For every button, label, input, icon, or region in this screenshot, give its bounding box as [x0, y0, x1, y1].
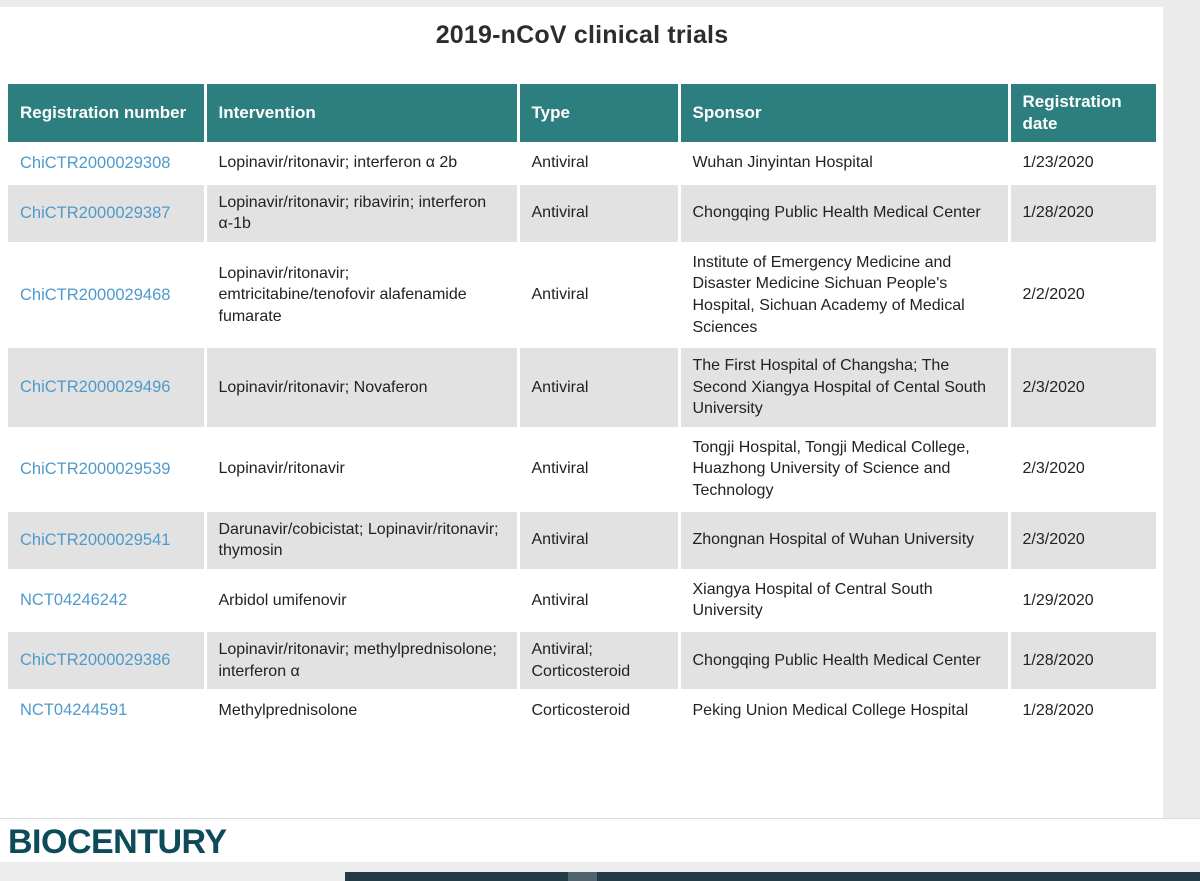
table-header-row: Registration number Intervention Type Sp…: [8, 83, 1156, 144]
intervention-cell: Lopinavir/ritonavir; interferon α 2b: [203, 143, 518, 184]
type-cell: Antiviral: [516, 243, 679, 347]
sponsor-cell: The First Hospital of Changsha; The Seco…: [677, 346, 1009, 429]
registration-number-link[interactable]: ChiCTR2000029468: [20, 285, 171, 304]
registration-date-cell: 2/3/2020: [1007, 510, 1156, 571]
registration-number-link[interactable]: ChiCTR2000029387: [20, 203, 171, 222]
registration-date-cell: 1/28/2020: [1007, 690, 1156, 729]
table-row: ChiCTR2000029541 Darunavir/cobicistat; L…: [8, 510, 1156, 571]
table-row: NCT04246242 Arbidol umifenovir Antiviral…: [8, 570, 1156, 631]
table-row: ChiCTR2000029386 Lopinavir/ritonavir; me…: [8, 630, 1156, 691]
type-cell: Antiviral: [516, 143, 679, 184]
registration-date-cell: 2/3/2020: [1007, 346, 1156, 429]
table-row: ChiCTR2000029496 Lopinavir/ritonavir; No…: [8, 346, 1156, 429]
column-header-registration-number: Registration number: [8, 83, 205, 144]
registration-date-cell: 2/2/2020: [1007, 243, 1156, 347]
registration-number-link[interactable]: NCT04246242: [20, 591, 128, 610]
footer: BIOCENTURY: [0, 818, 1200, 862]
registration-date-cell: 1/29/2020: [1007, 570, 1156, 631]
right-margin-strip: [1163, 7, 1200, 818]
sponsor-cell: Tongji Hospital, Tongji Medical College,…: [677, 428, 1009, 511]
table-row: ChiCTR2000029308 Lopinavir/ritonavir; in…: [8, 143, 1156, 184]
sponsor-cell: Wuhan Jinyintan Hospital: [677, 143, 1009, 184]
page-title: 2019-nCoV clinical trials: [435, 21, 729, 49]
registration-number-link[interactable]: NCT04244591: [20, 701, 128, 720]
scrollbar-thumb[interactable]: [568, 872, 597, 881]
registration-number-link[interactable]: ChiCTR2000029308: [20, 153, 171, 172]
intervention-cell: Methylprednisolone: [203, 690, 518, 729]
sponsor-cell: Institute of Emergency Medicine and Disa…: [677, 243, 1009, 347]
registration-date-cell: 1/23/2020: [1007, 143, 1156, 184]
type-cell: Antiviral: [516, 428, 679, 511]
registration-date-cell: 1/28/2020: [1007, 630, 1156, 691]
intervention-cell: Arbidol umifenovir: [203, 570, 518, 631]
intervention-cell: Darunavir/cobicistat; Lopinavir/ritonavi…: [203, 510, 518, 571]
type-cell: Antiviral; Corticosteroid: [516, 630, 679, 691]
clinical-trials-card: 2019-nCoV clinical trials Registration n…: [8, 7, 1156, 729]
column-header-sponsor: Sponsor: [677, 83, 1009, 144]
table-row: NCT04244591 Methylprednisolone Corticost…: [8, 690, 1156, 729]
table-row: ChiCTR2000029468 Lopinavir/ritonavir; em…: [8, 243, 1156, 347]
intervention-cell: Lopinavir/ritonavir; methylprednisolone;…: [203, 630, 518, 691]
biocentury-logo: BIOCENTURY: [8, 823, 227, 861]
sponsor-cell: Chongqing Public Health Medical Center: [677, 183, 1009, 244]
registration-number-link[interactable]: ChiCTR2000029386: [20, 651, 171, 670]
type-cell: Corticosteroid: [516, 690, 679, 729]
type-cell: Antiviral: [516, 510, 679, 571]
column-header-intervention: Intervention: [203, 83, 518, 144]
sponsor-cell: Chongqing Public Health Medical Center: [677, 630, 1009, 691]
table-row: ChiCTR2000029387 Lopinavir/ritonavir; ri…: [8, 183, 1156, 244]
clinical-trials-table: Registration number Intervention Type Sp…: [8, 83, 1156, 729]
type-cell: Antiviral: [516, 346, 679, 429]
intervention-cell: Lopinavir/ritonavir; emtricitabine/tenof…: [203, 243, 518, 347]
registration-date-cell: 1/28/2020: [1007, 183, 1156, 244]
sponsor-cell: Peking Union Medical College Hospital: [677, 690, 1009, 729]
type-cell: Antiviral: [516, 183, 679, 244]
registration-number-link[interactable]: ChiCTR2000029539: [20, 459, 171, 478]
column-header-type: Type: [516, 83, 679, 144]
top-margin-strip: [0, 0, 1200, 7]
registration-number-link[interactable]: ChiCTR2000029541: [20, 530, 171, 549]
table-row: ChiCTR2000029539 Lopinavir/ritonavir Ant…: [8, 428, 1156, 511]
scrollbar-track-dark[interactable]: [345, 872, 1200, 881]
intervention-cell: Lopinavir/ritonavir; Novaferon: [203, 346, 518, 429]
horizontal-scrollbar[interactable]: [0, 862, 1200, 881]
type-cell: Antiviral: [516, 570, 679, 631]
sponsor-cell: Xiangya Hospital of Central South Univer…: [677, 570, 1009, 631]
column-header-registration-date: Registration date: [1007, 83, 1156, 144]
sponsor-cell: Zhongnan Hospital of Wuhan University: [677, 510, 1009, 571]
intervention-cell: Lopinavir/ritonavir: [203, 428, 518, 511]
registration-date-cell: 2/3/2020: [1007, 428, 1156, 511]
registration-number-link[interactable]: ChiCTR2000029496: [20, 378, 171, 397]
intervention-cell: Lopinavir/ritonavir; ribavirin; interfer…: [203, 183, 518, 244]
